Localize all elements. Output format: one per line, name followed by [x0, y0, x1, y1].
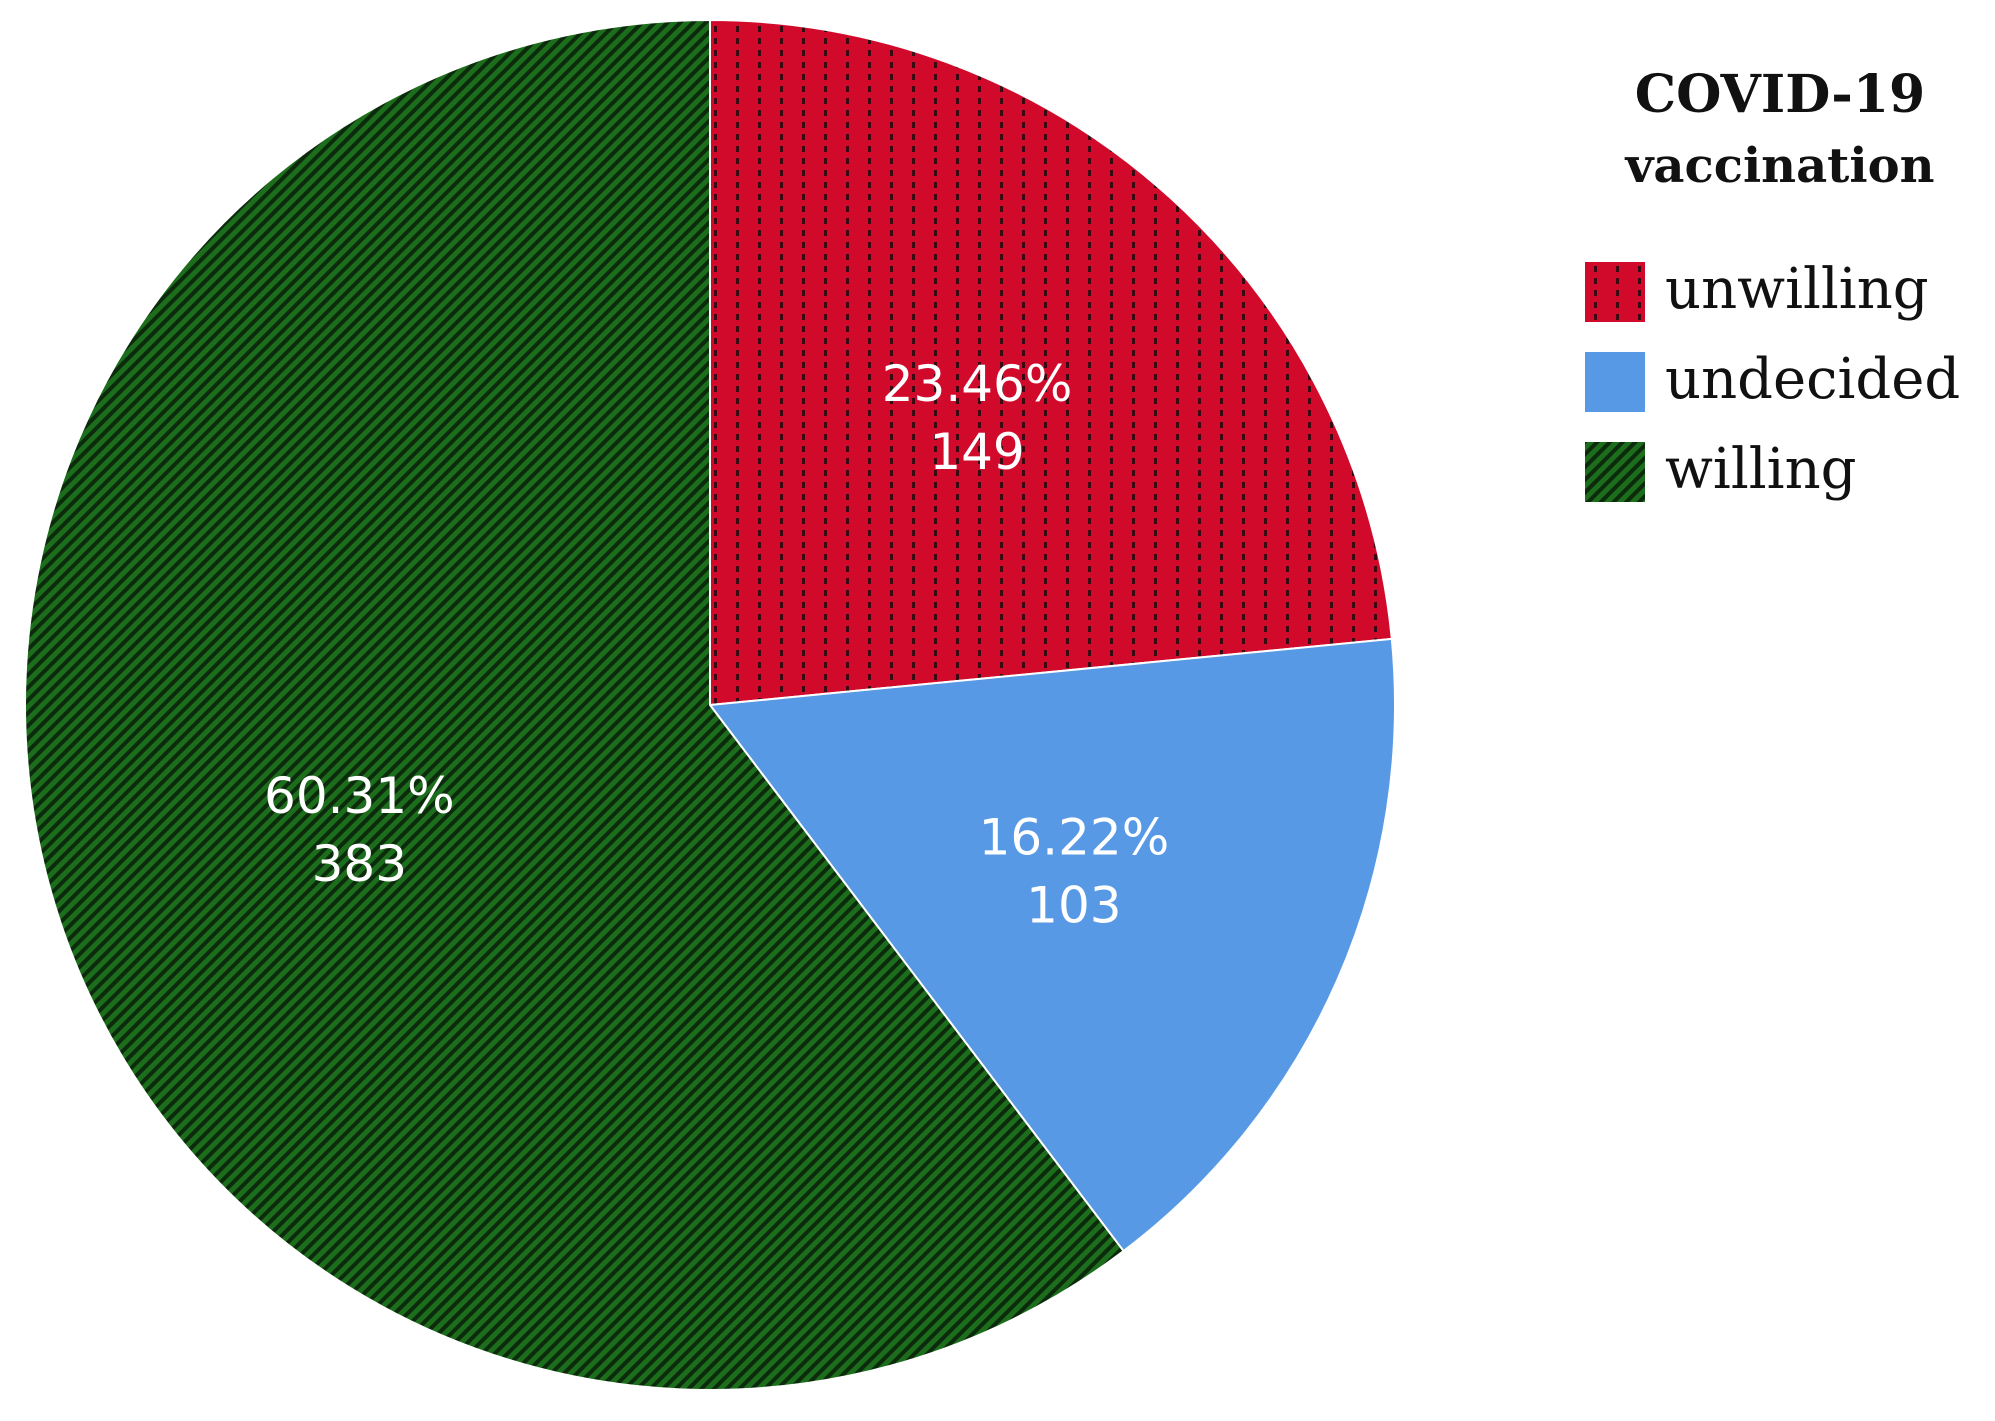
pie-slice-undecided: [708, 637, 1396, 1253]
legend-label-willing: willing: [1665, 437, 1857, 502]
pie-slices: [24, 18, 1396, 1391]
legend-label-unwilling: unwilling: [1665, 257, 1929, 322]
legend-label-undecided: undecided: [1665, 347, 1960, 412]
legend-swatch-unwilling: [1585, 262, 1645, 322]
data-label-count-unwilling: 149: [929, 423, 1024, 481]
legend-title-line-1: COVID-19: [1635, 64, 1925, 125]
legend: COVID-19 vaccination unwilling undecided w…: [1585, 64, 1960, 502]
legend-swatch-undecided: [1585, 352, 1645, 412]
pie-data-labels: 23.46% 149 16.22% 103 60.31% 383: [264, 355, 1169, 935]
data-label-percent-willing: 60.31%: [264, 767, 455, 825]
data-label-count-undecided: 103: [1026, 876, 1121, 934]
data-label-percent-unwilling: 23.46%: [882, 355, 1073, 413]
data-label-percent-undecided: 16.22%: [979, 808, 1170, 866]
legend-swatch-willing: [1585, 442, 1645, 502]
pie-slice-willing: [24, 18, 1125, 1391]
data-label-count-willing: 383: [312, 835, 407, 893]
legend-title-line-2: vaccination: [1625, 138, 1935, 194]
pie-slice-unwilling: [709, 18, 1393, 707]
